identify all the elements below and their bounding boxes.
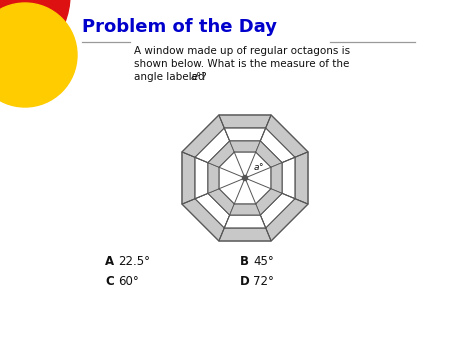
Polygon shape — [295, 152, 308, 204]
Polygon shape — [225, 215, 266, 228]
Polygon shape — [260, 193, 295, 228]
Polygon shape — [182, 115, 308, 241]
Polygon shape — [195, 128, 230, 163]
Text: A window made up of regular octagons is: A window made up of regular octagons is — [134, 46, 350, 56]
Polygon shape — [219, 152, 271, 204]
Polygon shape — [225, 128, 266, 141]
Text: $a$°: $a$° — [253, 161, 264, 171]
Polygon shape — [195, 193, 230, 228]
Polygon shape — [182, 152, 195, 204]
Polygon shape — [195, 128, 295, 228]
Polygon shape — [208, 163, 219, 193]
Circle shape — [243, 175, 248, 180]
Text: 22.5°: 22.5° — [118, 255, 150, 268]
Polygon shape — [182, 199, 225, 241]
Text: a: a — [191, 72, 198, 82]
Text: 72°: 72° — [253, 275, 274, 288]
Polygon shape — [271, 163, 282, 193]
Text: 45°: 45° — [253, 255, 274, 268]
Text: shown below. What is the measure of the: shown below. What is the measure of the — [134, 59, 349, 69]
Text: °?: °? — [196, 72, 207, 82]
Text: C: C — [105, 275, 114, 288]
Circle shape — [0, 0, 70, 70]
Polygon shape — [230, 141, 260, 152]
Polygon shape — [182, 115, 225, 157]
Polygon shape — [219, 228, 271, 241]
Polygon shape — [256, 141, 282, 167]
Polygon shape — [219, 115, 271, 128]
Polygon shape — [195, 157, 208, 199]
Polygon shape — [230, 204, 260, 215]
Text: Problem of the Day: Problem of the Day — [82, 18, 277, 36]
Polygon shape — [208, 189, 234, 215]
Circle shape — [0, 3, 77, 107]
Text: B: B — [240, 255, 249, 268]
Polygon shape — [266, 115, 308, 157]
Text: 60°: 60° — [118, 275, 139, 288]
Polygon shape — [282, 157, 295, 199]
Text: D: D — [240, 275, 250, 288]
Text: A: A — [105, 255, 114, 268]
Polygon shape — [208, 141, 282, 215]
Polygon shape — [256, 189, 282, 215]
Text: angle labeled: angle labeled — [134, 72, 208, 82]
Polygon shape — [266, 199, 308, 241]
Polygon shape — [260, 128, 295, 163]
Polygon shape — [208, 141, 234, 167]
